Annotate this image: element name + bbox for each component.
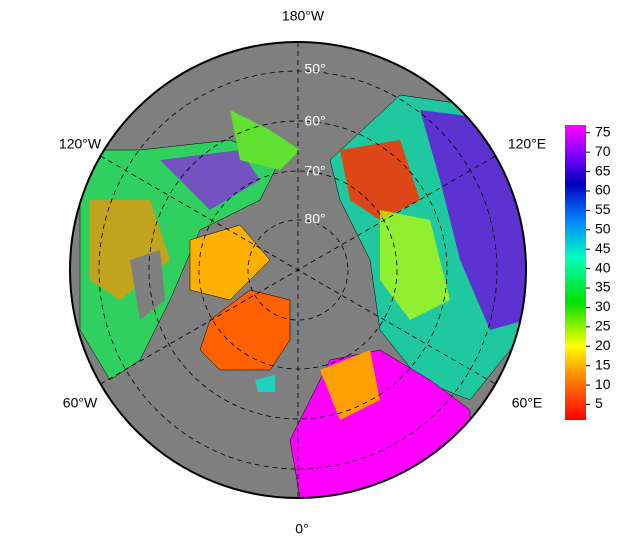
longitude-label: 120°W <box>59 136 102 152</box>
latitude-label: 80° <box>304 211 325 227</box>
colorbar <box>565 125 586 420</box>
colorbar-tick-label: 15 <box>595 356 611 372</box>
colorbar-tick-label: 20 <box>595 337 611 353</box>
longitude-label: 120°E <box>508 136 546 152</box>
latitude-label: 50° <box>304 61 325 77</box>
polar-map: 50° 60° 70° 80° <box>69 41 527 499</box>
colorbar-tick-label: 55 <box>595 201 611 217</box>
colorbar-tick-label: 65 <box>595 162 611 178</box>
colorbar-tick-label: 35 <box>595 279 611 295</box>
colorbar-tick-label: 45 <box>595 240 611 256</box>
colorbar-tick-label: 75 <box>595 123 611 139</box>
map-border <box>69 41 527 499</box>
latitude-label: 70° <box>304 163 325 179</box>
colorbar-tick-label: 25 <box>595 318 611 334</box>
colorbar-tick-label: 10 <box>595 376 611 392</box>
longitude-label: 180°W <box>282 8 325 24</box>
colorbar-tick-label: 40 <box>595 259 611 275</box>
longitude-label: 60°E <box>512 395 543 411</box>
colorbar-tick-label: 50 <box>595 221 611 237</box>
latitude-label: 60° <box>304 113 325 129</box>
colorbar-tick-label: 60 <box>595 182 611 198</box>
colorbar-tick-label: 70 <box>595 143 611 159</box>
longitude-label: 60°W <box>63 395 98 411</box>
colorbar-tick-label: 30 <box>595 298 611 314</box>
graticule <box>98 42 498 498</box>
colorbar-tick-label: 5 <box>595 395 603 411</box>
longitude-label: 0° <box>295 521 308 537</box>
